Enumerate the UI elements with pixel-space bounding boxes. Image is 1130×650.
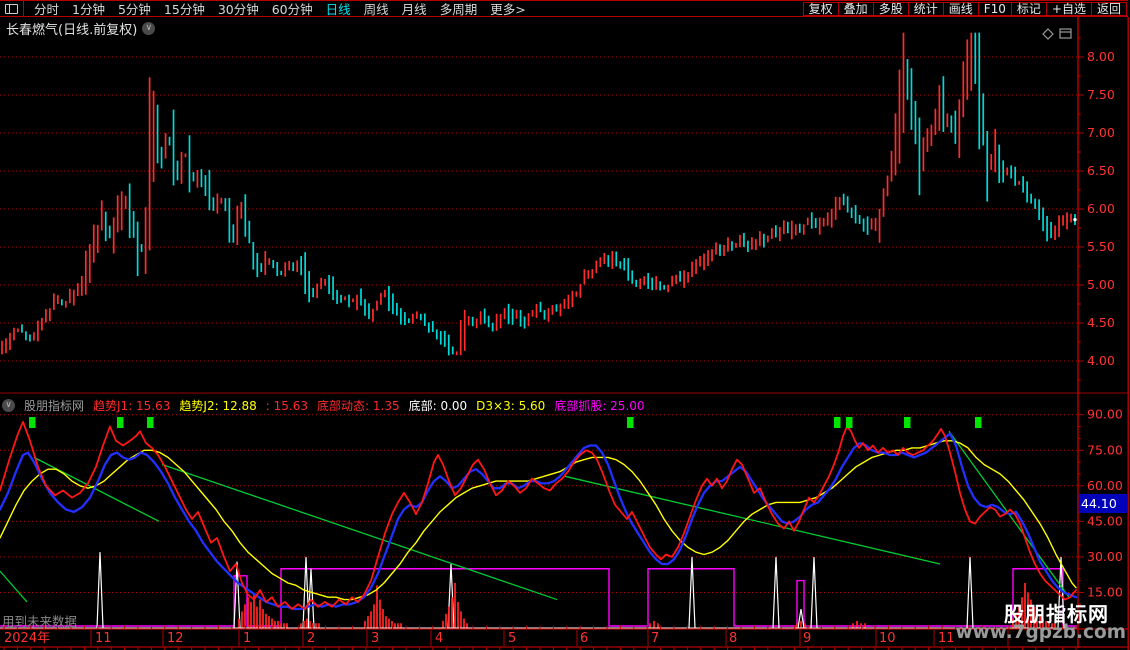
toolbar-button-3[interactable]: 统计	[907, 1, 944, 16]
chart-corner-icons	[1042, 28, 1072, 40]
ma-line-yellow	[0, 440, 1077, 601]
indicator-header: ∨ 股朋指标网 趋势J1: 15.63 趋势J2: 12.88 : 15.63 底部动…	[2, 397, 645, 414]
current-value-badge	[1078, 494, 1128, 513]
indicator-value-4: 底部: 0.00	[408, 399, 468, 413]
period-menubar: 分时 1分钟 5分钟 15分钟 30分钟 60分钟 日线 周线 月线 多周期 更多> 复权 叠加 多股统…	[0, 0, 1128, 17]
svg-text:12: 12	[167, 631, 184, 646]
svg-text:4.50: 4.50	[1087, 315, 1115, 330]
price-axis: 8.00 7.50 7.00 6.50 6.00 5.50 5.00 4.50 4.00	[1077, 17, 1129, 650]
indicator-name: 股朋指标网	[24, 399, 85, 413]
stock-title: 长春燃气(日线.前复权)	[6, 23, 138, 38]
indicator-grid	[0, 414, 1077, 593]
trend-line-j1-red	[0, 420, 1077, 610]
svg-text:15.00: 15.00	[1087, 584, 1123, 599]
period-tab-10[interactable]: 更多>	[490, 2, 526, 17]
svg-text:1: 1	[243, 631, 251, 646]
svg-text:6.50: 6.50	[1087, 163, 1115, 178]
indicator-value-6: 底部抓股: 25.00	[554, 399, 645, 413]
toolbar-button-2[interactable]: 多股	[872, 1, 909, 16]
indicator-value-1: 趋势J2: 12.88	[179, 399, 257, 413]
toolbar-button-0[interactable]: 复权	[802, 1, 839, 16]
svg-text:7.50: 7.50	[1087, 87, 1115, 102]
current-value-badge-text: 44.10	[1081, 496, 1117, 511]
svg-text:11: 11	[938, 631, 955, 646]
svg-text:7.00: 7.00	[1087, 125, 1115, 140]
indicator-value-2: : 15.63	[265, 398, 309, 413]
period-tab-5[interactable]: 60分钟	[271, 2, 313, 17]
svg-text:5: 5	[508, 631, 516, 646]
timeline-year-label: 2024年	[4, 631, 50, 646]
period-tab-2[interactable]: 5分钟	[117, 2, 151, 17]
white-spike-histogram	[96, 552, 1065, 629]
toolbar-button-4[interactable]: 画线	[942, 1, 979, 16]
green-trendlines	[0, 430, 1070, 603]
watermark-url: www.7gpzb.com	[955, 622, 1126, 643]
period-tab-8[interactable]: 月线	[401, 2, 427, 17]
indicator-value-0: 趋势J1: 15.63	[93, 399, 171, 413]
bottom-signal-line	[0, 568, 1077, 627]
toolbar-button-8[interactable]: 返回	[1090, 1, 1127, 16]
svg-text:9: 9	[803, 631, 811, 646]
title-chevron-down-icon[interactable]: ∨	[142, 22, 156, 35]
svg-text:2: 2	[307, 631, 315, 646]
trend-line-j2-blue	[0, 432, 1078, 611]
svg-text:4: 4	[435, 631, 443, 646]
period-tab-6[interactable]: 日线	[325, 2, 351, 17]
window-layout-button[interactable]	[0, 1, 24, 16]
period-tabs: 分时 1分钟 5分钟 15分钟 30分钟 60分钟 日线 周线 月线 多周期 更多>	[24, 1, 526, 17]
indicator-chevron-down-icon[interactable]: ∨	[2, 399, 15, 412]
signal-markers	[29, 417, 982, 428]
candlestick-series	[1, 32, 1076, 356]
indicator-value-5: D3×3: 5.60	[476, 398, 546, 413]
svg-text:5.50: 5.50	[1087, 239, 1115, 254]
svg-text:6: 6	[580, 631, 588, 646]
period-tab-1[interactable]: 1分钟	[72, 2, 105, 17]
svg-text:75.00: 75.00	[1087, 442, 1123, 457]
diamond-icon[interactable]	[1042, 28, 1054, 40]
toolbar-button-6[interactable]: 标记	[1010, 1, 1047, 16]
svg-text:90.00: 90.00	[1087, 407, 1123, 422]
period-tab-3[interactable]: 15分钟	[163, 2, 205, 17]
svg-text:3: 3	[371, 631, 379, 646]
indicator-axis: 90.00 75.00 60.00 45.00 30.00 15.00 44.10	[1078, 407, 1128, 617]
svg-text:60.00: 60.00	[1087, 478, 1123, 493]
toolbar-button-5[interactable]: F10	[977, 1, 1012, 16]
svg-text:45.00: 45.00	[1087, 513, 1123, 528]
red-histogram	[238, 582, 1056, 628]
toolbar-button-1[interactable]: 叠加	[837, 1, 874, 16]
period-tab-7[interactable]: 周线	[363, 2, 389, 17]
period-tab-9[interactable]: 多周期	[439, 2, 478, 17]
toolbar-button-7[interactable]: +自选	[1045, 1, 1092, 16]
watermark-brand: 股朋指标网	[1004, 602, 1109, 626]
title-row: 长春燃气(日线.前复权) ∨	[6, 19, 156, 38]
svg-text:5.00: 5.00	[1087, 277, 1115, 292]
svg-text:8.00: 8.00	[1087, 49, 1115, 64]
svg-text:6.00: 6.00	[1087, 201, 1115, 216]
svg-text:30.00: 30.00	[1087, 549, 1123, 564]
period-tab-0[interactable]: 分时	[34, 2, 60, 17]
svg-text:10: 10	[879, 631, 896, 646]
period-tab-4[interactable]: 30分钟	[217, 2, 259, 17]
svg-text:11: 11	[95, 631, 112, 646]
svg-text:8: 8	[729, 631, 737, 646]
future-data-footnote: 用到未来数据	[2, 614, 78, 629]
indicator-value-3: 底部动态: 1.35	[317, 399, 400, 413]
current-price-dot	[1073, 217, 1077, 222]
split-pane-icon	[5, 3, 18, 14]
svg-text:4.00: 4.00	[1087, 353, 1115, 368]
svg-text:7: 7	[651, 631, 659, 646]
toolbar-buttons: 复权 叠加 多股 统计 画线 F10 标记 +自选 返回	[802, 1, 1128, 16]
window-icon[interactable]	[1059, 28, 1072, 39]
